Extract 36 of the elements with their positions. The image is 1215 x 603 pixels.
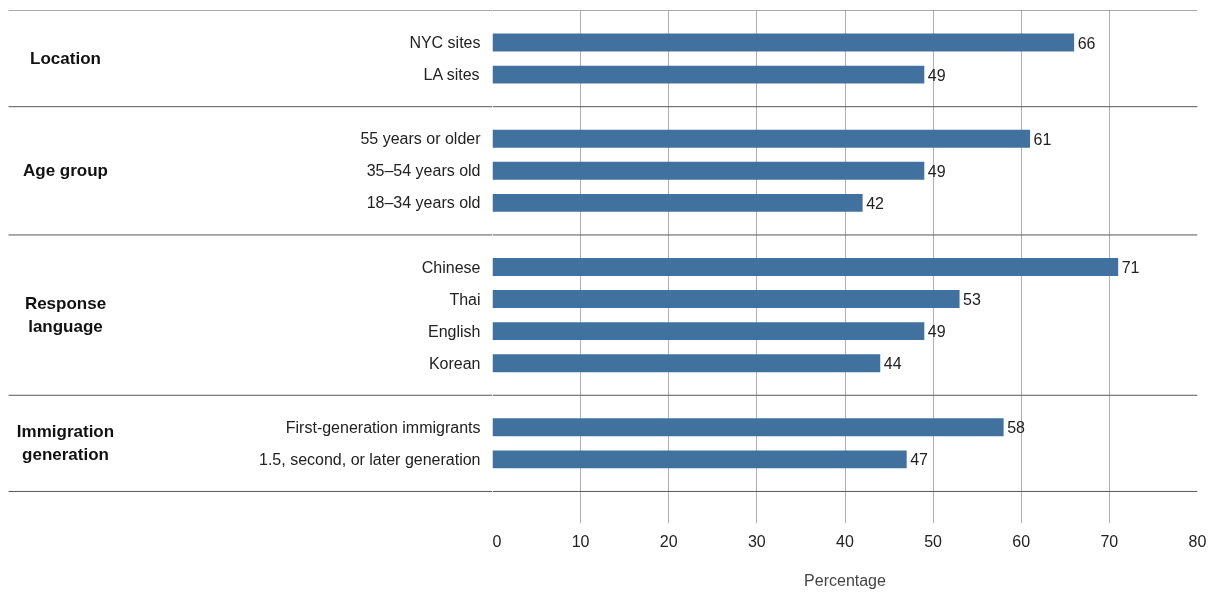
- y-tick-label: Korean: [428, 354, 481, 372]
- data-label: 61: [1033, 130, 1052, 148]
- x-tick-label: 60: [1012, 532, 1031, 550]
- y-tick-label: Chinese: [421, 258, 481, 276]
- data-label: 58: [1007, 419, 1026, 437]
- x-tick-label: 50: [924, 532, 943, 550]
- y-tick-label: 35–54 years old: [366, 162, 481, 180]
- data-label: 42: [866, 194, 885, 212]
- x-tick-label: 70: [1100, 532, 1119, 550]
- data-label: 49: [927, 323, 946, 341]
- x-axis-title: Percentage: [804, 571, 887, 589]
- y-tick-label: English: [428, 322, 481, 340]
- y-tick-label: Thai: [449, 290, 481, 308]
- data-label: 44: [883, 355, 902, 373]
- y-tick-label: 18–34 years old: [366, 194, 481, 212]
- x-tick-label: 40: [836, 532, 854, 550]
- data-label: 71: [1121, 259, 1140, 276]
- data-label: 53: [963, 291, 981, 309]
- data-label: 49: [927, 66, 946, 84]
- x-tick-label: 0: [492, 532, 502, 550]
- data-label: 47: [910, 451, 929, 469]
- text: Age group: [23, 161, 108, 181]
- data-label: 66: [1077, 34, 1096, 52]
- y-tick-label: LA sites: [423, 66, 480, 84]
- data-label: 49: [927, 162, 946, 180]
- text: Location: [30, 49, 101, 69]
- x-tick-label: 20: [659, 532, 678, 550]
- y-tick-label: 55 years or older: [360, 130, 482, 148]
- x-tick-label: 30: [747, 532, 766, 550]
- x-tick-label: 10: [571, 532, 590, 550]
- x-tick-label: 80: [1188, 532, 1207, 550]
- y-tick-label: 1.5, second, or later generation: [259, 450, 481, 468]
- y-tick-label: First-generation immigrants: [285, 418, 481, 436]
- text: Immigration generation: [16, 422, 115, 465]
- y-tick-label: NYC sites: [409, 34, 481, 52]
- text: Response language: [24, 294, 107, 336]
